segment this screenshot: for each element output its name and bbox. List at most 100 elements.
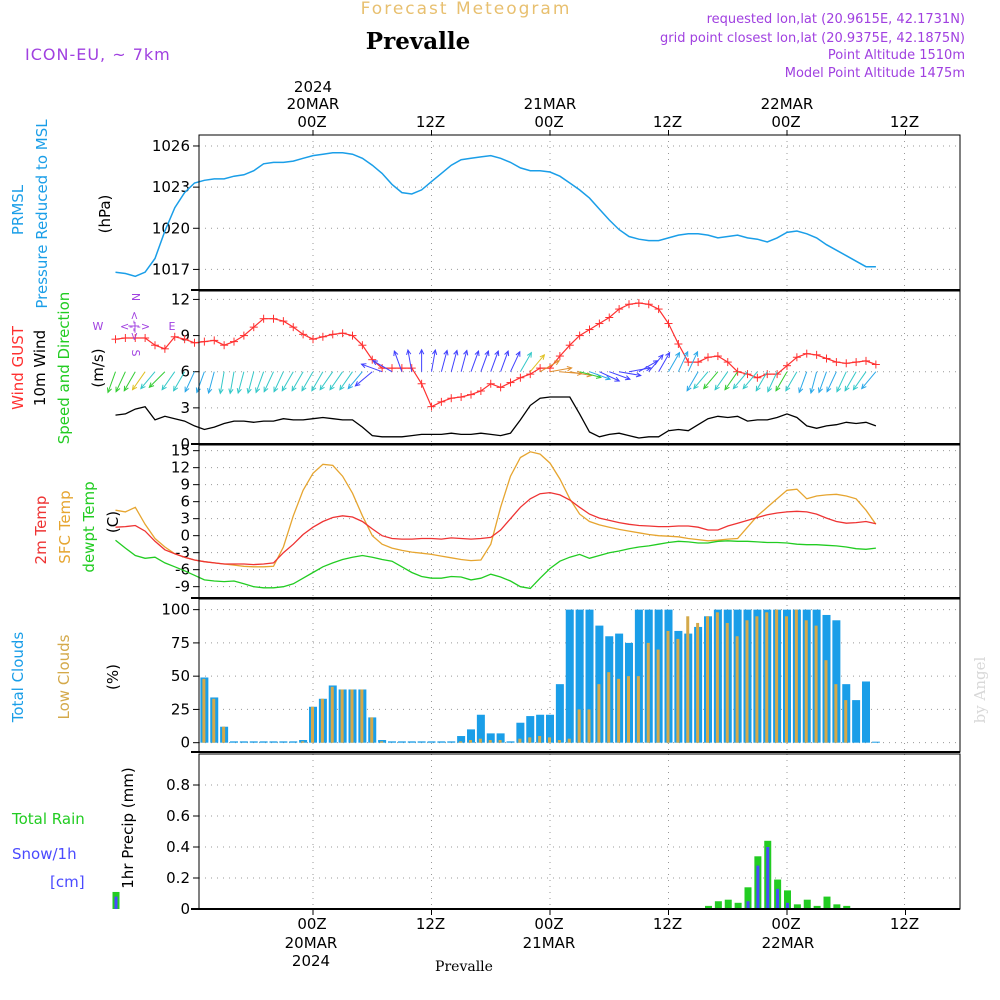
total-cloud-bar (427, 741, 436, 743)
low-cloud-bar (528, 737, 532, 743)
wind-gust-marker (516, 373, 525, 382)
snow-bar (756, 865, 760, 909)
wind-direction-arrow (291, 371, 304, 392)
total-cloud-bar (269, 741, 278, 743)
precip-unit: 1hr Precip (mm) (119, 767, 137, 888)
arrow-shaft (818, 371, 827, 393)
wind-gust-marker (832, 358, 841, 367)
low-cloud-bar (775, 609, 779, 743)
wind-gust-marker (230, 337, 238, 346)
location-title: Prevalle (366, 28, 470, 55)
wind-gust-marker (111, 335, 120, 344)
top-hour-label: 12Z (890, 113, 919, 131)
arrow-head (484, 349, 490, 357)
clouds-tick-label: 100 (161, 601, 190, 619)
arrow-head (724, 384, 730, 391)
arrow-head (218, 388, 224, 395)
arrow-shaft (569, 371, 592, 377)
low-cloud-bar (577, 709, 581, 743)
wind-direction-arrow (686, 371, 699, 392)
arrow-shaft (431, 349, 436, 372)
top-date-1: 20MAR (287, 95, 340, 113)
wind-gust-marker (289, 323, 298, 332)
arrow-head (431, 348, 438, 355)
wind-direction-arrow (724, 371, 739, 391)
wind-direction-arrow (529, 353, 546, 373)
wind-gust-marker (763, 370, 772, 379)
wind-direction-arrow (431, 348, 438, 372)
compass-n: N (129, 293, 142, 301)
low-cloud-bar (706, 616, 709, 743)
total-cloud-bar (832, 620, 841, 743)
wind-gust-marker (200, 337, 209, 346)
arrow-head (693, 350, 699, 357)
low-cloud-bar (320, 698, 324, 743)
wind-direction-arrow (836, 371, 847, 393)
wind-direction-arrow (860, 371, 877, 390)
temperature-tick-label: 6 (180, 493, 190, 511)
wind-tick-label: 3 (180, 399, 190, 417)
wind-gust-marker (802, 349, 811, 358)
snow-bar (786, 902, 789, 909)
compass-s: S (129, 350, 142, 357)
precip-tick-label: 0.2 (166, 869, 190, 887)
wind-label-gust: Wind GUST (9, 325, 27, 410)
wind-direction-arrow (393, 349, 403, 372)
low-cloud-bar (478, 738, 482, 743)
bottom-hour-label: 12Z (890, 915, 919, 933)
arrow-head (406, 348, 412, 355)
compass-rose: N S W E <-|-> <-|-> (93, 293, 176, 357)
temp-2m-line (115, 491, 877, 566)
bottom-hour-label: 00Z (771, 915, 800, 933)
arrow-shaft (281, 371, 294, 392)
arrow-head (273, 386, 279, 393)
wind-labels: Wind GUST 10m Wind Speed and Direction (… (9, 292, 176, 445)
low-cloud-bar (696, 622, 700, 743)
wind-gust-marker (457, 393, 466, 402)
wind-direction-arrow (609, 371, 632, 381)
wind-direction-arrow (767, 371, 778, 393)
low-cloud-bar (834, 684, 838, 743)
rain-bar (823, 896, 831, 909)
arrow-head (566, 366, 573, 372)
arrow-shaft (539, 360, 560, 373)
low-cloud-bar (725, 622, 729, 743)
arrow-head (844, 385, 850, 392)
wind-gust-marker (328, 330, 337, 339)
wind-gust-marker (792, 353, 801, 362)
total-cloud-bar (289, 741, 298, 743)
pressure-label-1: PRMSL (9, 184, 27, 235)
wind-gust-marker (871, 360, 880, 369)
total-cloud-bar (852, 700, 861, 743)
wind-gust-marker (467, 390, 475, 399)
rain-bar (784, 890, 791, 909)
arrow-shaft (470, 350, 479, 372)
wind-gust-marker (338, 329, 347, 338)
total-cloud-bar (546, 714, 554, 743)
low-cloud-bar (202, 678, 206, 743)
arrow-shaft (329, 371, 344, 391)
total-cloud-bar (397, 741, 406, 743)
wind-direction-arrow (844, 371, 857, 392)
wind-gust-marker (723, 358, 732, 367)
arrow-head (140, 383, 146, 390)
total-cloud-bar (388, 741, 396, 743)
rain-bar (734, 902, 742, 909)
wind-label-speed: Speed and Direction (55, 292, 73, 445)
wind-direction-arrow (281, 371, 294, 392)
rain-bar (833, 904, 841, 909)
total-cloud-bar (575, 609, 584, 743)
total-cloud-bar (239, 741, 248, 743)
wind-direction-arrow (648, 353, 664, 373)
clouds-tick-label: 75 (171, 634, 190, 652)
low-cloud-bar (459, 741, 463, 743)
arrow-shaft (732, 371, 748, 389)
arrow-head (775, 385, 781, 392)
arrow-shaft (173, 371, 186, 392)
arrow-shaft (273, 371, 284, 392)
arrow-shaft (861, 371, 877, 389)
bottom-hour-label: 12Z (653, 915, 682, 933)
temp-label-2m: 2m Temp (32, 496, 50, 565)
wind-gust-marker (141, 333, 150, 342)
wind-gust-marker (555, 352, 564, 361)
